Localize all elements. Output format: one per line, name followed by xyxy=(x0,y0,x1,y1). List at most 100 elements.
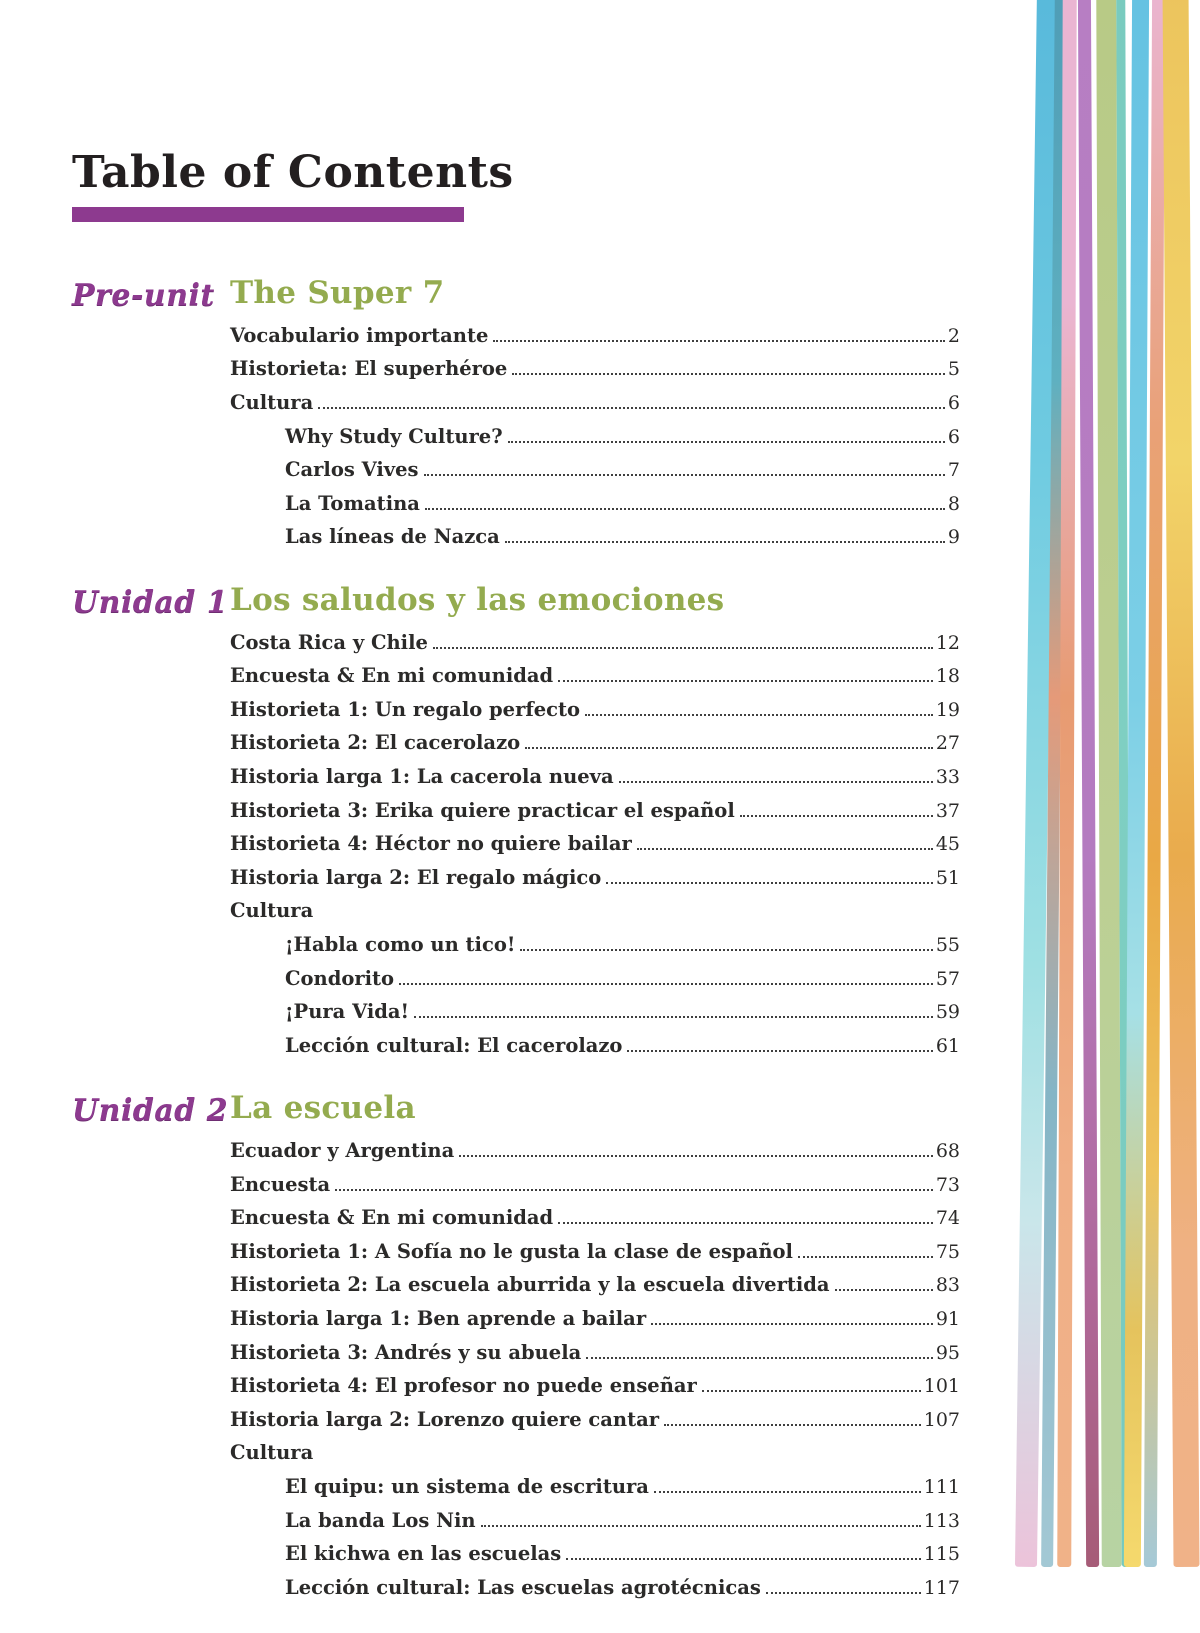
entry-page-number: 107 xyxy=(923,1408,960,1431)
dotted-leader xyxy=(432,646,933,649)
section-label: Unidad 2 xyxy=(72,1093,229,1129)
toc-section: Pre-unit The Super 7 Vocabulario importa… xyxy=(72,276,960,559)
section-body: The Super 7 Vocabulario importante 2 His… xyxy=(230,276,960,559)
toc-entry-row: Historieta 1: Un regalo perfecto 19 xyxy=(230,698,960,732)
section-entries: Vocabulario importante 2 Historieta: El … xyxy=(230,324,960,559)
toc-entry-row: Historia larga 1: Ben aprende a bailar 9… xyxy=(230,1307,960,1341)
entry-page-number: 33 xyxy=(935,766,960,788)
dotted-leader xyxy=(493,339,945,342)
dotted-leader xyxy=(834,1289,933,1292)
toc-sections: Pre-unit The Super 7 Vocabulario importa… xyxy=(72,276,960,1609)
toc-entry-row: Historia larga 1: La cacerola nueva 33 xyxy=(230,765,960,799)
dotted-leader xyxy=(797,1255,933,1258)
toc-entry-row: Condorito 57 xyxy=(230,967,960,1001)
ribbon-stripe xyxy=(1077,0,1100,1568)
toc-section: Unidad 2 La escuela Ecuador y Argentina … xyxy=(72,1091,960,1609)
entry-title: Historieta 4: Héctor no quiere bailar xyxy=(230,832,632,856)
entry-title: La banda Los Nin xyxy=(285,1508,476,1532)
dotted-leader xyxy=(525,747,933,750)
entry-page-number: 51 xyxy=(935,866,960,889)
entry-page-number: 73 xyxy=(935,1173,960,1196)
entry-title: Carlos Vives xyxy=(285,458,419,482)
ribbon-stripe xyxy=(1143,0,1166,1568)
entry-title: ¡Pura Vida! xyxy=(285,1000,410,1024)
entry-title: Historia larga 2: El regalo mágico xyxy=(230,865,602,889)
toc-entry-row: Why Study Culture? 6 xyxy=(230,425,960,459)
toc-entry-row: El kichwa en las escuelas 115 xyxy=(230,1542,960,1576)
entry-page-number: 6 xyxy=(947,425,960,448)
entry-title: Historieta: El superhéroe xyxy=(230,357,508,381)
entry-title: Costa Rica y Chile xyxy=(230,630,428,654)
toc-entry-row: Historieta 3: Andrés y su abuela 95 xyxy=(230,1341,960,1375)
toc-entry-row: ¡Habla como un tico! 55 xyxy=(230,933,960,967)
entry-title: Historieta 1: Un regalo perfecto xyxy=(230,697,581,721)
entry-page-number: 37 xyxy=(935,799,960,822)
entry-title: ¡Habla como un tico! xyxy=(285,932,516,956)
entry-page-number: 59 xyxy=(935,1001,960,1024)
entry-page-number: 117 xyxy=(923,1576,960,1599)
dotted-leader xyxy=(318,407,945,410)
dotted-leader xyxy=(480,1524,921,1527)
entry-title: Condorito xyxy=(285,966,395,990)
toc-entry-row: Historieta: El superhéroe 5 xyxy=(230,357,960,391)
toc-entry-row: El quipu: un sistema de escritura 111 xyxy=(230,1475,960,1509)
toc-entry-row: Carlos Vives 7 xyxy=(230,458,960,492)
entry-page-number: 75 xyxy=(935,1240,960,1263)
entry-title: Cultura xyxy=(230,899,314,923)
dotted-leader xyxy=(765,1591,921,1594)
toc-entry-row: La Tomatina 8 xyxy=(230,492,960,526)
dotted-leader xyxy=(606,881,933,884)
toc-page: Table of Contents Pre-unit The Super 7 V… xyxy=(72,149,960,1609)
entry-title: Why Study Culture? xyxy=(285,424,503,448)
entry-title: El kichwa en las escuelas xyxy=(285,1542,562,1566)
dotted-leader xyxy=(520,948,933,951)
entry-page-number: 9 xyxy=(947,526,960,549)
dotted-leader xyxy=(739,814,933,817)
dotted-leader xyxy=(653,1490,921,1493)
entry-page-number: 55 xyxy=(935,933,960,956)
title-underline-bar xyxy=(72,207,464,223)
entry-page-number: 27 xyxy=(935,732,960,755)
dotted-leader xyxy=(423,474,945,477)
entry-title: La Tomatina xyxy=(285,491,420,515)
toc-entry-row: Lección cultural: Las escuelas agrotécni… xyxy=(230,1576,960,1610)
entry-title: El quipu: un sistema de escritura xyxy=(285,1474,649,1498)
entry-title: Cultura xyxy=(230,1441,314,1465)
entry-page-number: 74 xyxy=(935,1207,960,1230)
toc-entry-row: Historieta 1: A Sofía no le gusta la cla… xyxy=(230,1240,960,1274)
entry-title: Historia larga 1: La cacerola nueva xyxy=(230,765,614,788)
dotted-leader xyxy=(335,1188,933,1191)
entry-title: Historieta 2: El cacerolazo xyxy=(230,731,521,755)
entry-title: Historieta 3: Erika quiere practicar el … xyxy=(230,798,735,822)
toc-entry-row: ¡Pura Vida! 59 xyxy=(230,1000,960,1034)
dotted-leader xyxy=(651,1322,933,1325)
toc-entry-row: Historia larga 2: El regalo mágico 51 xyxy=(230,866,960,900)
toc-entry-row: Cultura xyxy=(230,899,960,933)
dotted-leader xyxy=(664,1423,921,1426)
entry-page-number: 115 xyxy=(923,1543,960,1566)
toc-entry-row: Ecuador y Argentina 68 xyxy=(230,1139,960,1173)
toc-entry-row: Vocabulario importante 2 xyxy=(230,324,960,358)
dotted-leader xyxy=(618,781,933,783)
entry-page-number: 57 xyxy=(935,967,960,990)
section-entries: Costa Rica y Chile 12 Encuesta & En mi c… xyxy=(230,631,960,1068)
entry-page-number: 2 xyxy=(947,324,960,347)
section-title: Los saludos y las emociones xyxy=(230,581,725,618)
entry-page-number: 113 xyxy=(923,1509,960,1532)
toc-entry-row: Las líneas de Nazca 9 xyxy=(230,525,960,559)
toc-entry-row: Encuesta & En mi comunidad 18 xyxy=(230,664,960,698)
dotted-leader xyxy=(399,982,933,985)
entry-title: Cultura xyxy=(230,391,314,415)
toc-section: Unidad 1 Los saludos y las emociones Cos… xyxy=(72,581,960,1068)
dotted-leader xyxy=(424,507,945,510)
entry-title: Lección cultural: Las escuelas agrotécni… xyxy=(285,1575,761,1599)
entry-page-number: 91 xyxy=(935,1307,960,1330)
toc-entry-row: Historieta 4: El profesor no puede enseñ… xyxy=(230,1374,960,1408)
section-entries: Ecuador y Argentina 68 Encuesta 73 Encue… xyxy=(230,1139,960,1609)
entry-page-number: 111 xyxy=(923,1475,960,1498)
entry-title: Historieta 4: El profesor no puede enseñ… xyxy=(230,1374,697,1398)
dotted-leader xyxy=(636,848,933,851)
toc-entry-row: Historia larga 2: Lorenzo quiere cantar … xyxy=(230,1408,960,1442)
toc-entry-row: La banda Los Nin 113 xyxy=(230,1509,960,1543)
dotted-leader xyxy=(585,713,933,716)
